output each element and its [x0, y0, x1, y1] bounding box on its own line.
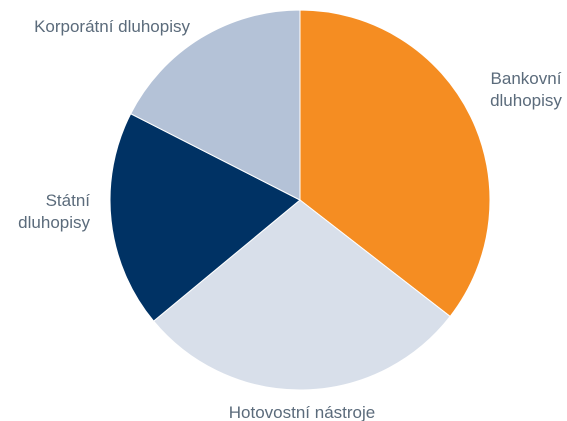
pie-slice-label-4: Korporátní dluhopisy [34, 17, 190, 36]
pie-slice-1 [299, 9, 491, 318]
pie-slice-label-line: Korporátní dluhopisy [34, 17, 190, 36]
pie-slice-label-line: Hotovostní nástroje [229, 403, 375, 421]
pie-slice-2 [152, 199, 451, 391]
pie-slice-label-1: Bankovní dluhopisy [490, 69, 562, 110]
pie-slice-4 [130, 9, 301, 201]
pie-slices [109, 9, 491, 391]
pie-slice-3 [109, 113, 301, 322]
pie-slice-label-2: Hotovostní nástroje [229, 403, 375, 421]
pie-slice-label-3: Státní dluhopisy [18, 191, 90, 232]
pie-slice-label-line: Bankovní [491, 69, 562, 88]
pie-slice-label-line: dluhopisy [18, 213, 90, 232]
pie-labels: Bankovní dluhopisy Hotovostní nástroje Stát… [18, 17, 562, 421]
pie-slice-label-line: dluhopisy [490, 91, 562, 110]
pie-slice-label-line: Státní [46, 191, 91, 210]
